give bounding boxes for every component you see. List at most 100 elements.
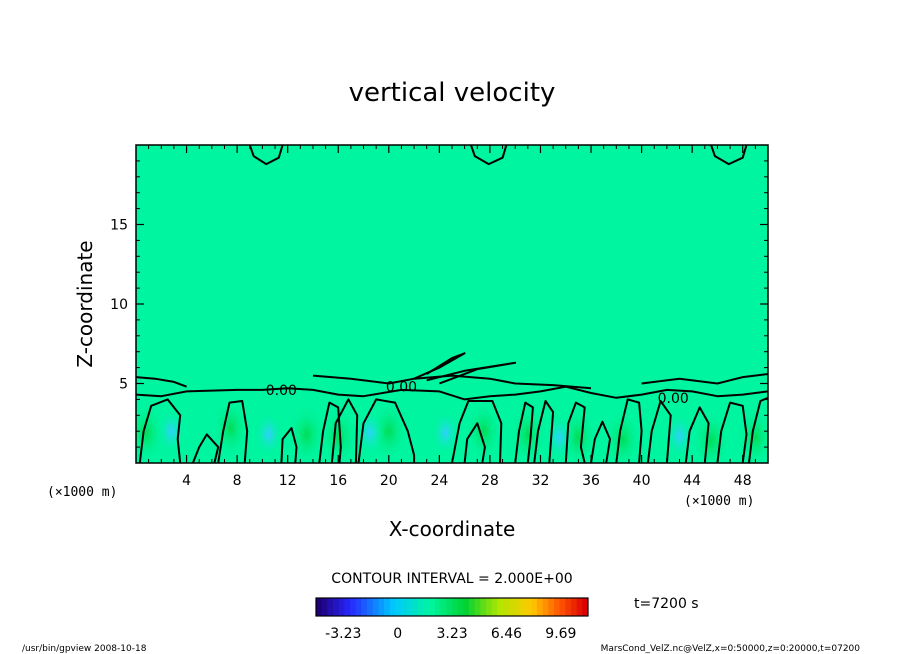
colorbar-swatch <box>565 598 572 616</box>
x-tick-label: 48 <box>734 473 752 489</box>
downdraft-shading <box>355 410 384 455</box>
colorbar-swatch <box>514 598 521 616</box>
contour-line <box>318 401 342 463</box>
contour-line <box>590 420 611 463</box>
colorbar-swatch <box>457 598 464 616</box>
contour-interval-text: CONTOUR INTERVAL = 2.000E+00 <box>331 571 572 587</box>
colorbar-swatch <box>452 598 459 616</box>
x-tick-label: 8 <box>233 473 242 489</box>
colorbar-swatch <box>372 598 379 616</box>
x-tick-label: 24 <box>430 473 448 489</box>
colorbar-swatch <box>508 598 515 616</box>
contour-line <box>330 398 359 463</box>
x-tick-label: 20 <box>380 473 398 489</box>
contour-line <box>716 401 748 463</box>
contour-line <box>191 433 220 463</box>
colorbar-swatch <box>429 598 436 616</box>
colorbar-swatch <box>531 598 538 616</box>
contour-line <box>217 400 249 463</box>
colorbar-swatch <box>412 598 419 616</box>
contour-label: 0.00 <box>658 391 689 407</box>
downdraft-shading <box>431 410 460 455</box>
contour-line <box>357 398 416 463</box>
updraft-shading <box>136 402 165 463</box>
colorbar-swatch <box>321 598 328 616</box>
contour-label: 0.00 <box>386 380 417 396</box>
colorbar-swatch <box>344 598 351 616</box>
time-label: t=7200 s <box>634 596 699 612</box>
colorbar-swatch <box>554 598 561 616</box>
y-tick-label: 15 <box>110 218 128 234</box>
colorbar-swatch <box>463 598 470 616</box>
colorbar-swatch <box>338 598 345 616</box>
contour-line <box>248 145 284 166</box>
contour-line <box>564 401 586 463</box>
downdraft-shading <box>157 409 186 454</box>
contour-line <box>514 401 534 463</box>
y-axis-label: Z-coordinate <box>73 240 97 367</box>
x-tick-label: 40 <box>633 473 651 489</box>
downdraft-shading <box>665 413 694 458</box>
updraft-shading <box>288 404 325 463</box>
colorbar-swatch <box>525 598 532 616</box>
contour-label: 0.00 <box>266 383 297 399</box>
colorbar-swatch <box>384 598 391 616</box>
colorbar-swatch <box>542 598 549 616</box>
contour-line <box>280 427 298 463</box>
x-tick-label: 12 <box>279 473 297 489</box>
colorbar-swatch <box>401 598 408 616</box>
contour-line <box>138 398 182 463</box>
contour-line <box>426 361 517 385</box>
colorbar-swatch <box>548 598 555 616</box>
colorbar-swatch <box>395 598 402 616</box>
colorbar-swatch <box>480 598 487 616</box>
colorbar-swatch <box>446 598 453 616</box>
colorbar-swatch <box>497 598 504 616</box>
x-tick-label: 44 <box>683 473 701 489</box>
colorbar-swatch <box>333 598 340 616</box>
colorbar-swatch <box>316 598 323 616</box>
colorbar-swatch <box>361 598 368 616</box>
updraft-shading <box>320 405 357 463</box>
colorbar-swatch <box>389 598 396 616</box>
colorbar-swatch <box>350 598 357 616</box>
colorbar-swatch <box>355 598 362 616</box>
colorbar-swatch <box>423 598 430 616</box>
footer-right: MarsCond_VelZ.nc@VelZ,x=0:50000,z=0:2000… <box>601 644 861 654</box>
colorbar-swatch <box>576 598 583 616</box>
x-tick-label: 36 <box>582 473 600 489</box>
colorbar-swatch <box>491 598 498 616</box>
colorbar-swatch <box>474 598 481 616</box>
colorbar-swatch <box>571 598 578 616</box>
contour-line <box>312 374 592 390</box>
colorbar-frame <box>315 597 589 617</box>
x-tick-label: 16 <box>329 473 347 489</box>
contour-line <box>641 373 768 385</box>
colorbar-swatch <box>486 598 493 616</box>
chart-title: vertical velocity <box>349 78 556 108</box>
plot-area: 0.00 0.000.00 4 8 12 16 20 24 28 32 36 40 44 48 5101… <box>110 144 769 489</box>
colorbar-swatch <box>435 598 442 616</box>
colorbar-tick-label: 3.23 <box>436 626 467 642</box>
contour-line <box>136 385 768 401</box>
colorbar-tick-label: -3.23 <box>325 626 361 642</box>
x-tick-label: 32 <box>532 473 550 489</box>
footer-left: /usr/bin/gpview 2008-10-18 <box>22 644 147 654</box>
colorbar-tick-label: 6.46 <box>491 626 522 642</box>
colorbar-swatch <box>378 598 385 616</box>
contour-line <box>710 145 748 166</box>
y-tick-label: 5 <box>119 377 128 393</box>
y-tick-label: 10 <box>110 297 128 313</box>
updraft-shading <box>465 401 502 462</box>
colorbar-swatch <box>440 598 447 616</box>
colorbar-swatch <box>537 598 544 616</box>
colorbar-tick-label: 0 <box>393 626 402 642</box>
colorbar: -3.23 0 3.23 6.46 9.69 <box>315 597 589 642</box>
updraft-shading <box>693 410 730 463</box>
x-axis-label: X-coordinate <box>389 517 516 541</box>
contour-line <box>463 422 486 463</box>
x-tick-label: 4 <box>182 473 191 489</box>
contour-line <box>646 400 672 463</box>
contour-line <box>136 376 187 388</box>
